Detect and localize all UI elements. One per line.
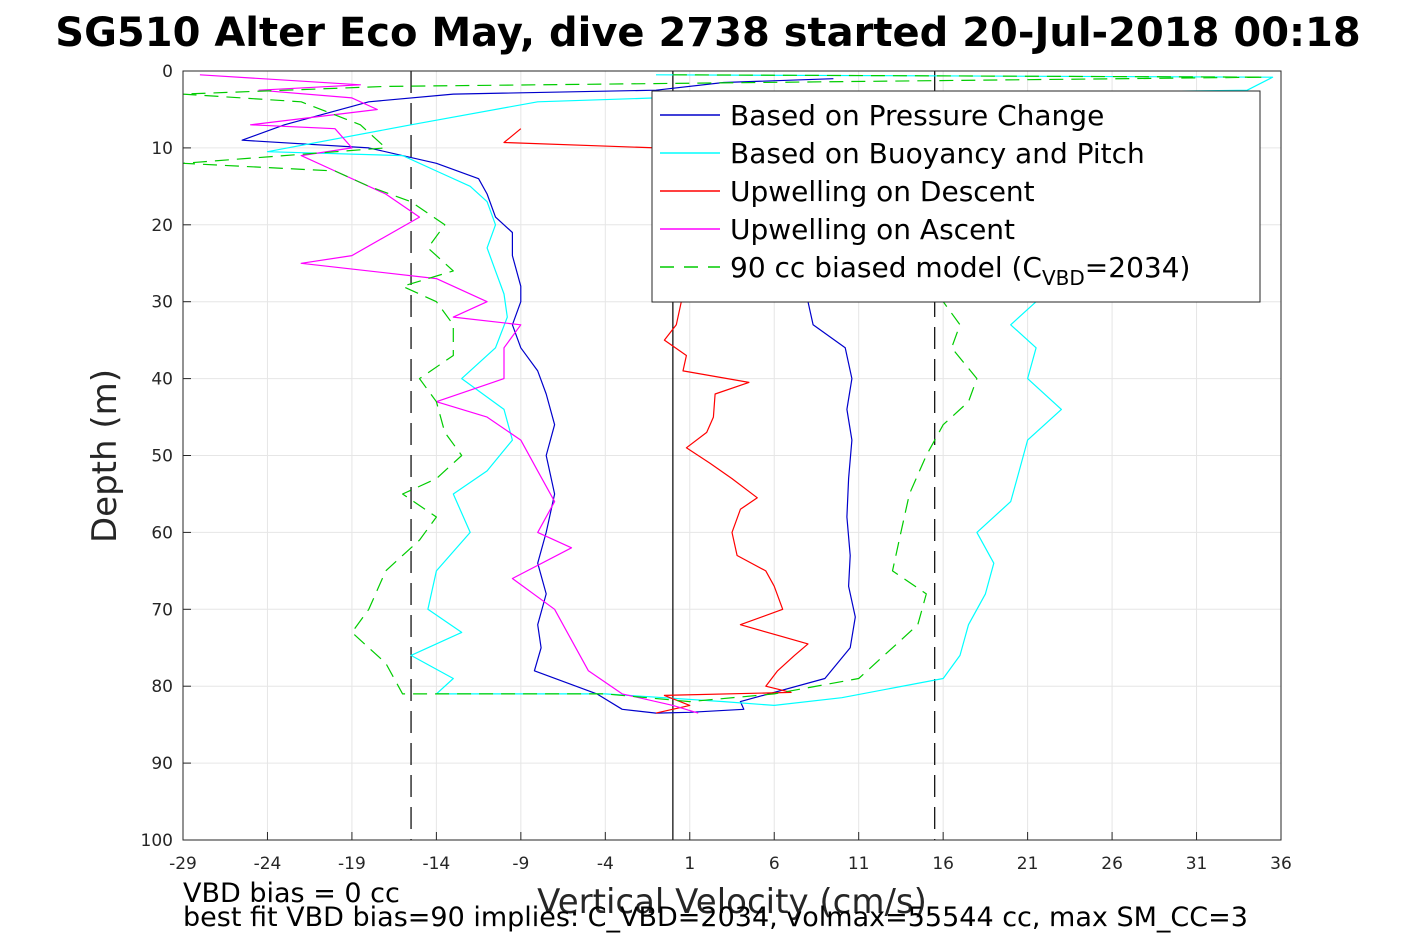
x-tick-label: 1: [684, 854, 695, 874]
x-tick-label: -14: [422, 854, 450, 874]
x-tick-label: 16: [932, 854, 954, 874]
y-axis-label: Depth (m): [85, 369, 125, 543]
y-tick-label: 50: [151, 447, 173, 467]
legend-entry: Based on Pressure Change: [730, 99, 1104, 132]
y-tick-label: 0: [162, 62, 173, 82]
y-tick-label: 30: [151, 293, 173, 313]
x-axis-ticks: -29 -24 -19 -14 -9 -4 1 6 11 16 21 26 31 36: [169, 832, 1292, 874]
legend-entry: Upwelling on Ascent: [730, 213, 1015, 246]
x-tick-label: -29: [169, 854, 197, 874]
best-fit-note: best fit VBD bias=90 implies: C_VBD=2034…: [183, 902, 1248, 933]
legend-box: [651, 90, 1261, 303]
y-tick-label: 90: [151, 754, 173, 774]
legend-entry: Upwelling on Descent: [730, 175, 1035, 208]
y-axis-ticks: 0 10 20 30 40 50 60 70 80 90 100: [141, 62, 191, 851]
x-tick-label: 31: [1186, 854, 1208, 874]
y-tick-label: 40: [151, 370, 173, 390]
x-axis-label: Vertical Velocity (cm/s): [537, 882, 927, 922]
series-line-2: [655, 301, 809, 714]
series-line-4: [183, 74, 1265, 703]
y-tick-label: 10: [151, 139, 173, 159]
x-tick-label: 11: [848, 854, 870, 874]
y-tick-label: 60: [151, 523, 173, 543]
x-tick-label: 36: [1270, 854, 1292, 874]
x-tick-label: 6: [769, 854, 780, 874]
legend-entry: 90 cc biased model (CVBD=2034): [730, 251, 1190, 290]
series-line-0: [241, 78, 856, 714]
y-tick-label: 80: [151, 677, 173, 697]
series-line-1: [266, 74, 1274, 707]
x-tick-label: -19: [338, 854, 366, 874]
x-tick-label: 26: [1101, 854, 1123, 874]
x-tick-label: 21: [1017, 854, 1039, 874]
x-tick-label: -9: [512, 854, 529, 874]
y-tick-label: 20: [151, 216, 173, 236]
series-line-2: [503, 128, 657, 149]
legend: Based on Pressure Change Based on Buoyanc…: [651, 90, 1261, 303]
x-tick-label: -4: [597, 854, 614, 874]
y-tick-label: 100: [141, 831, 173, 851]
series-lines: [183, 74, 1274, 714]
y-tick-label: 70: [151, 600, 173, 620]
legend-entry: Based on Buoyancy and Pitch: [730, 137, 1145, 170]
chart-title: SG510 Alter Eco May, dive 2738 started 2…: [55, 10, 1360, 56]
x-tick-label: -24: [254, 854, 282, 874]
vbd-bias-note: VBD bias = 0 cc: [183, 878, 400, 909]
series-line-3: [199, 74, 699, 714]
